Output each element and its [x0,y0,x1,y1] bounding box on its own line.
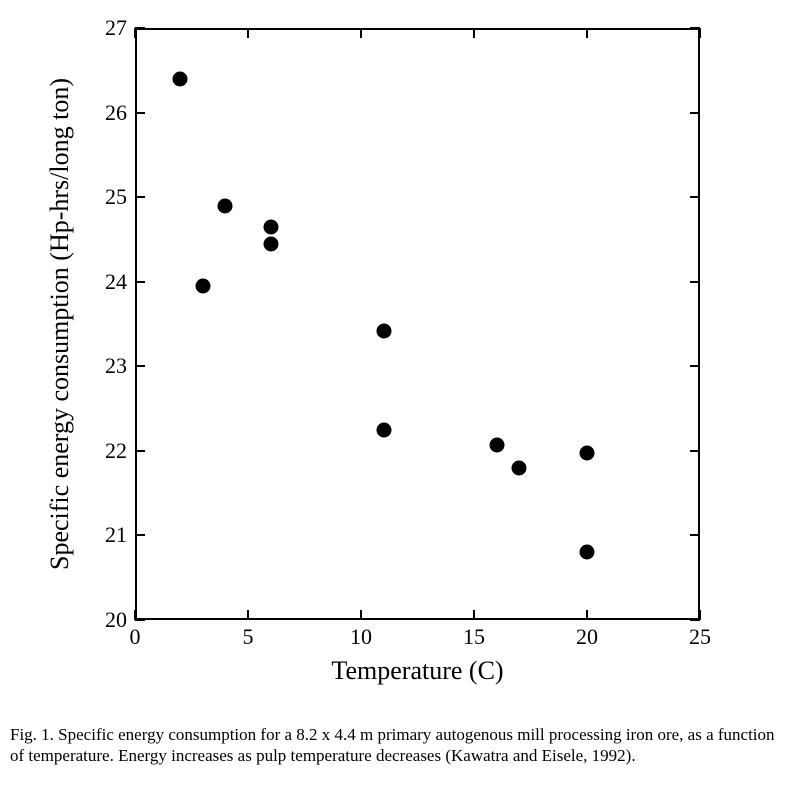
y-tick [135,112,145,114]
y-tick [135,27,145,29]
x-tick [134,610,136,620]
x-tick [247,28,249,38]
x-tick [134,28,136,38]
data-point [263,219,278,234]
y-tick-label: 22 [97,438,127,464]
x-tick [586,610,588,620]
y-tick [135,365,145,367]
y-tick-label: 21 [97,522,127,548]
x-tick [360,28,362,38]
y-tick [135,281,145,283]
x-tick [247,610,249,620]
x-tick-label: 10 [350,624,372,650]
y-axis-label: Specific energy consumption (Hp-hrs/long… [45,78,75,570]
x-tick-label: 25 [689,624,711,650]
data-point [263,236,278,251]
data-point [376,422,391,437]
x-tick [360,610,362,620]
x-tick [473,28,475,38]
data-point [195,278,210,293]
x-tick [586,28,588,38]
data-point [512,460,527,475]
y-tick [690,196,700,198]
x-tick [473,610,475,620]
figure-container: 20 21 22 23 24 25 26 27 0 5 10 15 20 25 Specific energ… [0,0,800,787]
x-axis-label: Temperature (C) [331,656,503,686]
x-tick [699,610,701,620]
data-point [173,71,188,86]
y-tick-label: 25 [97,184,127,210]
y-tick [135,534,145,536]
x-tick-label: 5 [243,624,254,650]
x-tick-label: 15 [463,624,485,650]
x-tick [699,28,701,38]
data-point [580,545,595,560]
y-tick-label: 24 [97,269,127,295]
y-tick [690,534,700,536]
y-tick [690,365,700,367]
y-tick [135,619,145,621]
y-tick [135,196,145,198]
plot-area [135,28,700,620]
x-tick-label: 20 [576,624,598,650]
data-point [489,437,504,452]
x-tick-label: 0 [130,624,141,650]
y-tick [135,450,145,452]
y-tick-label: 27 [97,15,127,41]
data-point [218,198,233,213]
figure-caption: Fig. 1. Specific energy consumption for … [0,710,800,787]
y-tick [690,450,700,452]
y-tick-label: 23 [97,353,127,379]
y-tick-label: 26 [97,100,127,126]
y-tick-label: 20 [97,607,127,633]
data-point [580,445,595,460]
y-tick [690,112,700,114]
data-point [376,323,391,338]
y-tick [690,281,700,283]
scatter-chart: 20 21 22 23 24 25 26 27 0 5 10 15 20 25 Specific energ… [0,10,800,710]
